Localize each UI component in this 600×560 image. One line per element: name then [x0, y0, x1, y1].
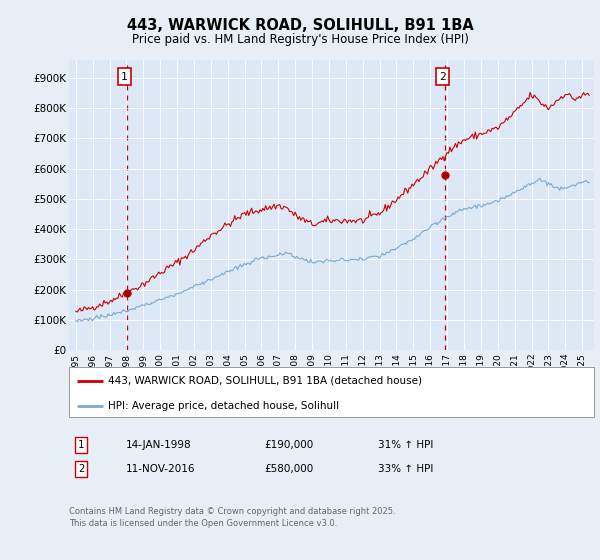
- Text: HPI: Average price, detached house, Solihull: HPI: Average price, detached house, Soli…: [109, 401, 340, 411]
- Text: 1: 1: [78, 440, 84, 450]
- Text: 2: 2: [439, 72, 446, 82]
- Text: £190,000: £190,000: [264, 440, 313, 450]
- Text: 2: 2: [78, 464, 84, 474]
- Text: £580,000: £580,000: [264, 464, 313, 474]
- Text: Price paid vs. HM Land Registry's House Price Index (HPI): Price paid vs. HM Land Registry's House …: [131, 32, 469, 46]
- Text: 31% ↑ HPI: 31% ↑ HPI: [378, 440, 433, 450]
- Text: 1: 1: [121, 72, 128, 82]
- Text: 11-NOV-2016: 11-NOV-2016: [126, 464, 196, 474]
- Text: 14-JAN-1998: 14-JAN-1998: [126, 440, 191, 450]
- Text: 33% ↑ HPI: 33% ↑ HPI: [378, 464, 433, 474]
- Text: Contains HM Land Registry data © Crown copyright and database right 2025.
This d: Contains HM Land Registry data © Crown c…: [69, 507, 395, 528]
- Text: 443, WARWICK ROAD, SOLIHULL, B91 1BA: 443, WARWICK ROAD, SOLIHULL, B91 1BA: [127, 18, 473, 32]
- Text: 443, WARWICK ROAD, SOLIHULL, B91 1BA (detached house): 443, WARWICK ROAD, SOLIHULL, B91 1BA (de…: [109, 376, 422, 386]
